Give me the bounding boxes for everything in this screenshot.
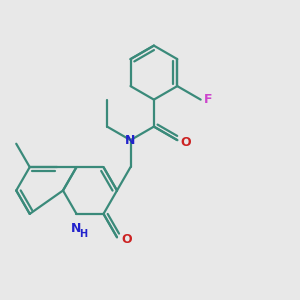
Text: N: N: [71, 222, 82, 235]
Text: O: O: [180, 136, 191, 149]
Text: N: N: [125, 134, 136, 147]
Text: O: O: [121, 233, 131, 246]
Text: H: H: [80, 230, 88, 239]
Text: F: F: [204, 93, 213, 106]
